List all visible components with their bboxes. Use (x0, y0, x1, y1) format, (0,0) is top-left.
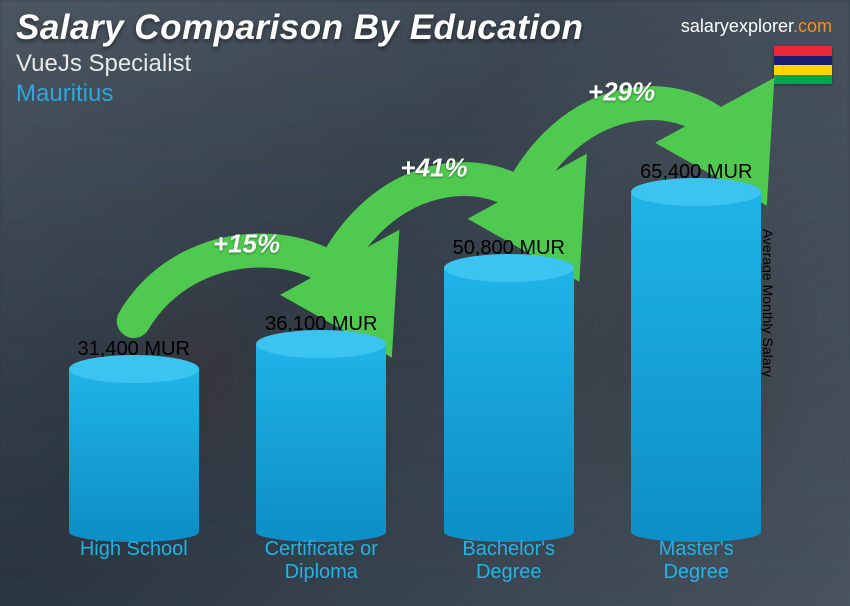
bar-cap (444, 254, 574, 282)
brand-logo: salaryexplorer.com (681, 16, 832, 37)
bar: 31,400 MUR (44, 338, 224, 532)
x-axis-label: Certificate orDiploma (231, 538, 411, 586)
bars-area: 31,400 MUR 36,100 MUR 50,800 MUR 65,400 … (40, 132, 790, 532)
bar-cap (69, 355, 199, 383)
subtitle: VueJs Specialist (16, 50, 834, 78)
x-axis-label: High School (44, 538, 224, 586)
bar-front (631, 192, 761, 532)
bar-cap (631, 178, 761, 206)
bar-front (256, 344, 386, 532)
country-label: Mauritius (16, 80, 834, 108)
x-axis-label: Bachelor'sDegree (419, 538, 599, 586)
bar: 65,400 MUR (606, 161, 786, 532)
bar-front (69, 369, 199, 532)
bar-body (256, 344, 386, 532)
bar-body (631, 192, 761, 532)
bar: 36,100 MUR (231, 313, 411, 532)
brand-tld: .com (793, 16, 832, 36)
country-flag (774, 46, 832, 84)
bar-body (69, 369, 199, 532)
bar-front (444, 268, 574, 532)
bar-body (444, 268, 574, 532)
bar-cap (256, 330, 386, 358)
flag-stripe (774, 46, 832, 56)
flag-stripe (774, 75, 832, 85)
flag-stripe (774, 65, 832, 75)
flag-stripe (774, 56, 832, 66)
brand-name: salaryexplorer (681, 16, 793, 36)
bar-chart: +15%+41%+29% 31,400 MUR 36,100 MUR 50,80… (40, 126, 790, 586)
x-axis: High SchoolCertificate orDiplomaBachelor… (40, 538, 790, 586)
bar: 50,800 MUR (419, 237, 599, 532)
x-axis-label: Master'sDegree (606, 538, 786, 586)
